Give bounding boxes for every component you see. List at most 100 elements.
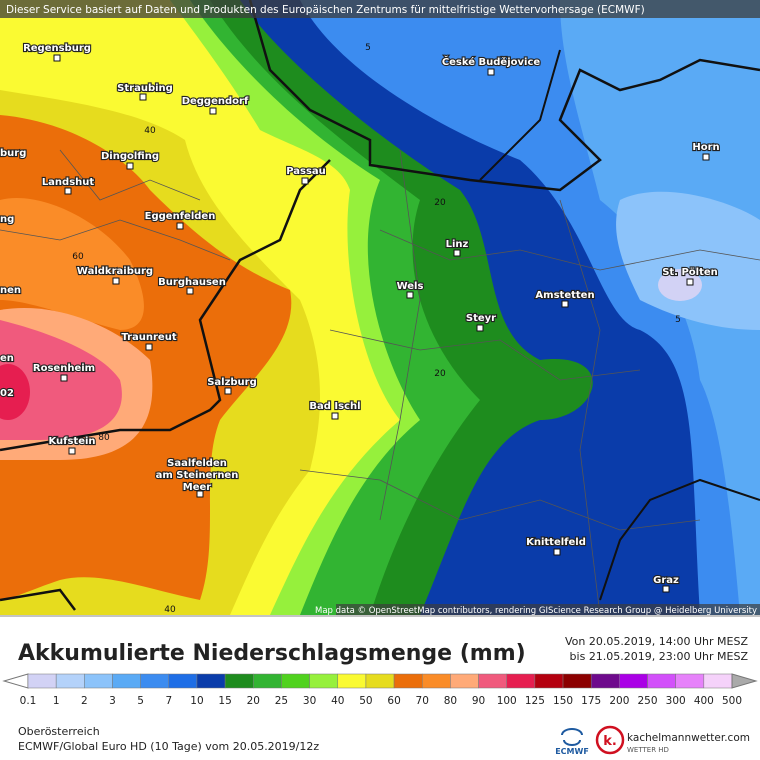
map-labels: Regensburg Straubing Deggendorf Dingolfing L… bbox=[0, 42, 721, 615]
city-label: Traunreut bbox=[121, 332, 176, 343]
legend-swatch bbox=[309, 673, 339, 689]
city-marker bbox=[176, 222, 184, 230]
city-marker bbox=[686, 278, 694, 286]
brand-sub: WETTER HD bbox=[627, 746, 669, 754]
legend-tick-label: 15 bbox=[218, 695, 231, 707]
header-notice: Dieser Service basiert auf Daten und Pro… bbox=[6, 4, 645, 16]
city-label: Kufstein bbox=[48, 436, 95, 447]
legend-swatch bbox=[168, 673, 198, 689]
city-marker bbox=[487, 68, 495, 76]
city-label: Straubing bbox=[117, 83, 173, 94]
legend-swatch bbox=[562, 673, 592, 689]
legend-swatch bbox=[140, 673, 170, 689]
field bbox=[560, 0, 760, 615]
brand-name: kachelmannwetter.com bbox=[627, 732, 750, 744]
legend-tick-label: 80 bbox=[444, 695, 457, 707]
header-bar bbox=[0, 0, 760, 18]
contour-label: 80 bbox=[98, 433, 110, 443]
city-marker bbox=[139, 93, 147, 101]
contour-label: 60 bbox=[72, 252, 84, 262]
legend-swatch bbox=[675, 673, 705, 689]
city-label: St. Pölten bbox=[662, 267, 718, 278]
legend-tick-label: 50 bbox=[359, 695, 372, 707]
city-label: Salzburg bbox=[207, 377, 257, 388]
legend-tick-label: 40 bbox=[331, 695, 344, 707]
legend-tick-label: 20 bbox=[247, 695, 260, 707]
city-label: Horn bbox=[692, 142, 719, 153]
legend-swatch bbox=[365, 673, 395, 689]
city-marker bbox=[553, 548, 561, 556]
city-marker bbox=[186, 287, 194, 295]
legend-tick-label: 7 bbox=[165, 695, 172, 707]
city-marker bbox=[561, 300, 569, 308]
city-marker bbox=[53, 54, 61, 62]
city-marker bbox=[476, 324, 484, 332]
city-label: Regensburg bbox=[23, 43, 91, 54]
city-label: České Budějovice bbox=[442, 55, 541, 68]
city-label: am Steinernen bbox=[156, 470, 239, 481]
legend-swatch bbox=[224, 673, 254, 689]
map: Dieser Service basiert auf Daten und Pro… bbox=[0, 0, 760, 616]
legend-swatch bbox=[534, 673, 564, 689]
legend-swatch bbox=[590, 673, 620, 689]
legend-swatch bbox=[506, 673, 536, 689]
legend-tick-label: 25 bbox=[275, 695, 288, 707]
city-marker bbox=[145, 343, 153, 351]
legend-title: Akkumulierte Niederschlagsmenge (mm) bbox=[18, 641, 526, 666]
field bbox=[0, 364, 30, 420]
city-marker bbox=[224, 387, 232, 395]
city-label: Wels bbox=[397, 281, 424, 292]
legend-swatch bbox=[393, 673, 423, 689]
footer-model: ECMWF/Global Euro HD (10 Tage) vom 20.05… bbox=[18, 740, 319, 753]
country-border bbox=[0, 159, 331, 452]
contour-label: 40 bbox=[144, 126, 156, 136]
country-border bbox=[248, 0, 760, 192]
city-label-partial: burg bbox=[0, 148, 26, 159]
legend-swatch bbox=[253, 673, 282, 689]
city-marker bbox=[702, 153, 710, 161]
legend-swatch bbox=[478, 673, 507, 689]
legend-tick-label: 30 bbox=[303, 695, 316, 707]
legend-arrow-low bbox=[2, 673, 29, 689]
legend-tick-label: 100 bbox=[497, 695, 517, 707]
period-to: bis 21.05.2019, 23:00 Uhr MESZ bbox=[570, 650, 749, 663]
legend-tick-label: 500 bbox=[722, 695, 742, 707]
city-marker bbox=[112, 277, 120, 285]
legend-tick-label: 3 bbox=[109, 695, 116, 707]
legend-tick-label: 70 bbox=[416, 695, 429, 707]
legend-swatch bbox=[281, 673, 310, 689]
legend-swatch bbox=[337, 673, 367, 689]
legend-tick-label: 2 bbox=[81, 695, 88, 707]
legend-tick-label: 200 bbox=[609, 695, 629, 707]
state-border bbox=[599, 478, 760, 601]
city-label-partial: 02 bbox=[0, 388, 14, 399]
footer-region: Oberösterreich bbox=[18, 725, 100, 738]
legend-tick-label: 400 bbox=[694, 695, 714, 707]
legend-swatch bbox=[27, 673, 57, 689]
legend-tick-label: 150 bbox=[553, 695, 573, 707]
credit-bar bbox=[336, 604, 760, 615]
city-label-partial: nen bbox=[0, 285, 21, 296]
legend-tick-label: 60 bbox=[387, 695, 400, 707]
contour-label: 20 bbox=[434, 198, 446, 208]
city-label-partial: en bbox=[0, 353, 14, 364]
legend-tick-label: 1 bbox=[53, 695, 60, 707]
legend-tick-label: 90 bbox=[472, 695, 485, 707]
field bbox=[616, 191, 760, 330]
legend-swatch bbox=[619, 673, 648, 689]
legend-tick-label: 300 bbox=[666, 695, 686, 707]
state-border bbox=[479, 49, 561, 181]
legend-swatch bbox=[703, 673, 733, 689]
legend-swatch bbox=[647, 673, 676, 689]
legend-swatch bbox=[84, 673, 113, 689]
city-label: Linz bbox=[446, 239, 469, 250]
city-marker bbox=[662, 585, 670, 593]
legend-tick-label: 125 bbox=[525, 695, 545, 707]
city-marker bbox=[64, 187, 72, 195]
legend-tick-label: 10 bbox=[190, 695, 203, 707]
city-label: Amstetten bbox=[535, 290, 594, 301]
legend-swatch bbox=[421, 673, 451, 689]
city-label: Rosenheim bbox=[33, 363, 95, 374]
city-label: Landshut bbox=[42, 177, 95, 188]
